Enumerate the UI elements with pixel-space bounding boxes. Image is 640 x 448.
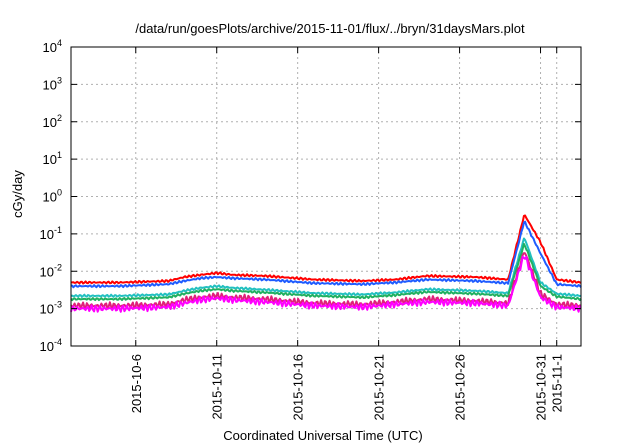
x-tick-label: 2015-10-6 [129, 354, 144, 413]
series-line [70, 255, 582, 313]
x-tick-label: 2015-11-1 [550, 354, 565, 412]
series-line [70, 237, 582, 298]
y-tick-label: 10-2 [40, 262, 62, 279]
y-axis-label: cGy/day [10, 170, 25, 218]
chart-title: /data/run/goesPlots/archive/2015-11-01/f… [135, 21, 525, 36]
series-line [70, 220, 582, 289]
y-tick-label: 10-4 [40, 337, 62, 354]
y-tick-label: 10-1 [40, 225, 62, 242]
y-tick-label: 101 [43, 150, 62, 167]
x-tick-label: 2015-10-21 [372, 354, 387, 421]
x-tick-label: 2015-10-16 [291, 354, 306, 421]
y-tick-label: 100 [43, 188, 62, 205]
x-tick-label: 2015-10-26 [453, 354, 468, 421]
x-tick-label: 2015-10-11 [210, 354, 225, 420]
y-tick-label: 104 [43, 38, 62, 55]
x-axis-label: Coordinated Universal Time (UTC) [223, 428, 422, 443]
y-tick-label: 103 [43, 75, 62, 92]
tick-layer: 10-4 10-3 10-2 10-1 100 101 102 103 104 2015-10-6… [40, 38, 581, 421]
y-tick-label: 102 [43, 113, 62, 130]
series-line [70, 242, 582, 302]
series-line [70, 214, 582, 285]
y-tick-label: 10-3 [40, 300, 62, 317]
x-tick-label: 2015-10-31 [534, 354, 549, 421]
series-layer [70, 214, 582, 313]
